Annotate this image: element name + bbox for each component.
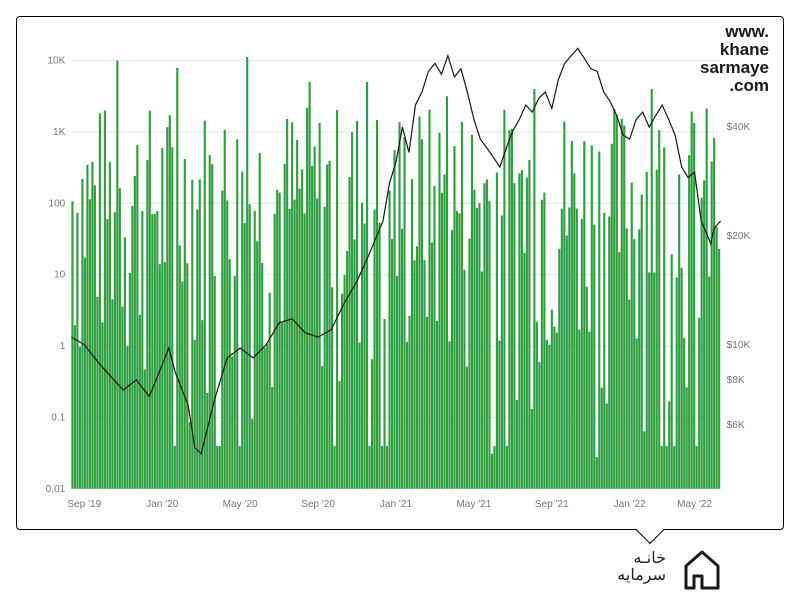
svg-text:$6K: $6K bbox=[727, 420, 745, 431]
svg-text:May '20: May '20 bbox=[223, 499, 258, 510]
svg-text:May '22: May '22 bbox=[677, 499, 712, 510]
svg-text:100: 100 bbox=[48, 198, 65, 209]
chart-frame: www. khane sarmaye .com 0.01 0.1 1 10 100 1K 1… bbox=[16, 16, 784, 530]
svg-text:$40K: $40K bbox=[727, 122, 751, 133]
svg-text:Sep '19: Sep '19 bbox=[67, 499, 101, 510]
logo-text: خانـه سرمایه bbox=[617, 551, 666, 585]
svg-text:1K: 1K bbox=[53, 127, 66, 138]
svg-text:$20K: $20K bbox=[727, 231, 751, 242]
wm-l2: khane bbox=[700, 41, 769, 59]
svg-text:0.01: 0.01 bbox=[46, 484, 66, 495]
svg-text:$10K: $10K bbox=[727, 340, 751, 351]
wm-l3: sarmaye bbox=[700, 59, 769, 77]
svg-text:Sep '20: Sep '20 bbox=[301, 499, 335, 510]
svg-text:Jan '21: Jan '21 bbox=[380, 499, 413, 510]
house-icon bbox=[672, 544, 720, 592]
svg-text:0.1: 0.1 bbox=[51, 412, 65, 423]
svg-text:$8K: $8K bbox=[727, 375, 745, 386]
svg-text:10K: 10K bbox=[47, 56, 65, 67]
svg-text:Sep '21: Sep '21 bbox=[535, 499, 569, 510]
svg-text:10: 10 bbox=[54, 270, 66, 281]
brand-logo: خانـه سرمایه bbox=[617, 544, 720, 592]
svg-text:1: 1 bbox=[60, 341, 66, 352]
wm-l4: .com bbox=[700, 77, 769, 95]
svg-text:May '21: May '21 bbox=[456, 499, 491, 510]
watermark-text: www. khane sarmaye .com bbox=[700, 23, 769, 94]
price-volume-chart: 0.01 0.1 1 10 100 1K 10K $6K $8K $10K $20K $40K Sep … bbox=[27, 27, 773, 519]
wm-l1: www. bbox=[700, 23, 769, 41]
chart-container: 0.01 0.1 1 10 100 1K 10K $6K $8K $10K $20K $40K Sep … bbox=[27, 27, 773, 519]
svg-text:Jan '22: Jan '22 bbox=[614, 499, 647, 510]
svg-text:Jan '20: Jan '20 bbox=[146, 499, 179, 510]
